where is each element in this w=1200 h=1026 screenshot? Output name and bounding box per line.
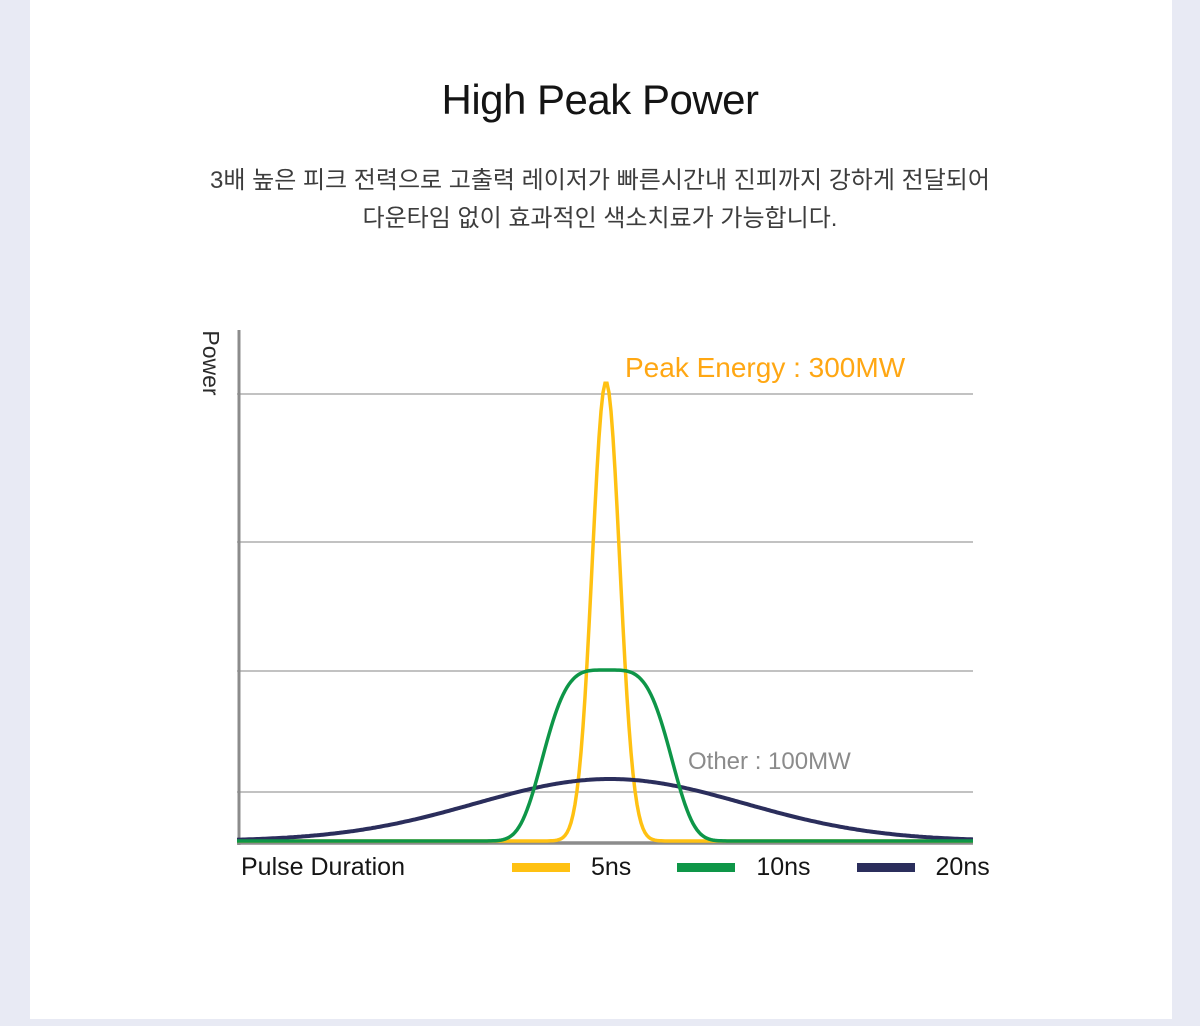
content-card [30,0,1172,1019]
pulse-duration-chart [235,328,975,847]
legend-label-5ns: 5ns [591,852,632,881]
other-power-annotation: Other : 100MW [688,748,851,775]
subtitle-line-2: 다운타임 없이 효과적인 색소치료가 가능합니다. [362,205,838,232]
series-curve-10ns [235,668,975,843]
chart-legend: 5ns 10ns 20ns [512,853,990,881]
legend-item-20ns: 20ns [856,852,990,882]
plot-svg [235,330,975,845]
series-curve-5ns [235,381,975,843]
x-axis-label: Pulse Duration [241,853,405,881]
legend-item-5ns: 5ns [512,853,631,882]
y-axis-label: Power [198,330,224,396]
legend-label-10ns: 10ns [756,852,811,881]
series-curve-20ns [235,777,975,842]
subtitle: 3배 높은 피크 전력으로 고출력 레이저가 빠른시간내 진피까지 강하게 전달… [0,162,1200,238]
legend-swatch-5ns [512,862,570,872]
page-title: High Peak Power [441,76,760,123]
peak-energy-annotation: Peak Energy : 300MW [625,352,906,383]
legend-label-20ns: 20ns [935,852,990,881]
legend-swatch-20ns [856,862,915,872]
legend-item-10ns: 10ns [677,852,811,882]
subtitle-line-1: 3배 높은 피크 전력으로 고출력 레이저가 빠른시간내 진피까지 강하게 전달… [210,167,990,194]
legend-swatch-10ns [677,862,736,872]
